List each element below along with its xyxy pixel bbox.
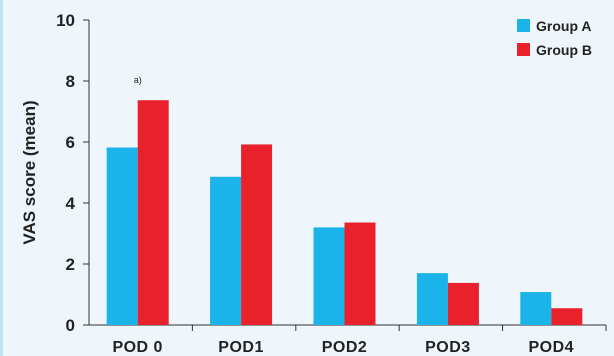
bars — [106, 100, 583, 325]
annotations: a) — [134, 75, 142, 85]
bar-group-a-pod4 — [520, 292, 552, 325]
legend-swatch — [517, 19, 530, 32]
x-category-label: POD 0 — [112, 339, 163, 356]
x-category-labels: POD 0 POD1 POD2 POD3 POD4 — [112, 325, 607, 356]
vas-bar-chart: 0 2 4 6 8 10 POD 0 POD1 POD2 POD3 POD4 VAS score … — [20, 11, 607, 356]
x-category-label: POD2 — [322, 339, 368, 356]
y-tick-label: 6 — [66, 133, 75, 152]
x-category-label: POD4 — [529, 339, 575, 356]
x-category-label: POD3 — [425, 339, 471, 356]
bar-group-a-pod2 — [313, 227, 345, 325]
y-tick-label: 8 — [66, 72, 75, 91]
bar-group-b-pod0 — [137, 100, 169, 325]
y-axis-label: VAS score (mean) — [20, 100, 39, 244]
legend: Group A Group B — [517, 18, 592, 58]
y-tick-label: 2 — [66, 255, 75, 274]
legend-swatch — [517, 43, 530, 56]
annotation-label: a) — [134, 75, 142, 85]
bar-group-b-pod2 — [344, 222, 376, 325]
bar-group-a-pod1 — [210, 176, 242, 325]
y-tick-label: 4 — [66, 194, 76, 213]
y-tick-label: 0 — [66, 316, 75, 335]
bar-group-b-pod4 — [551, 308, 583, 325]
bar-group-a-pod0 — [106, 147, 138, 325]
legend-label: Group B — [536, 42, 592, 58]
bar-group-a-pod3 — [416, 273, 448, 325]
legend-label: Group A — [536, 18, 591, 34]
x-category-label: POD1 — [218, 339, 264, 356]
bar-group-b-pod3 — [447, 282, 479, 325]
bar-group-b-pod1 — [241, 144, 273, 325]
y-tick-label: 10 — [56, 11, 75, 30]
y-ticks: 0 2 4 6 8 10 — [56, 11, 89, 335]
